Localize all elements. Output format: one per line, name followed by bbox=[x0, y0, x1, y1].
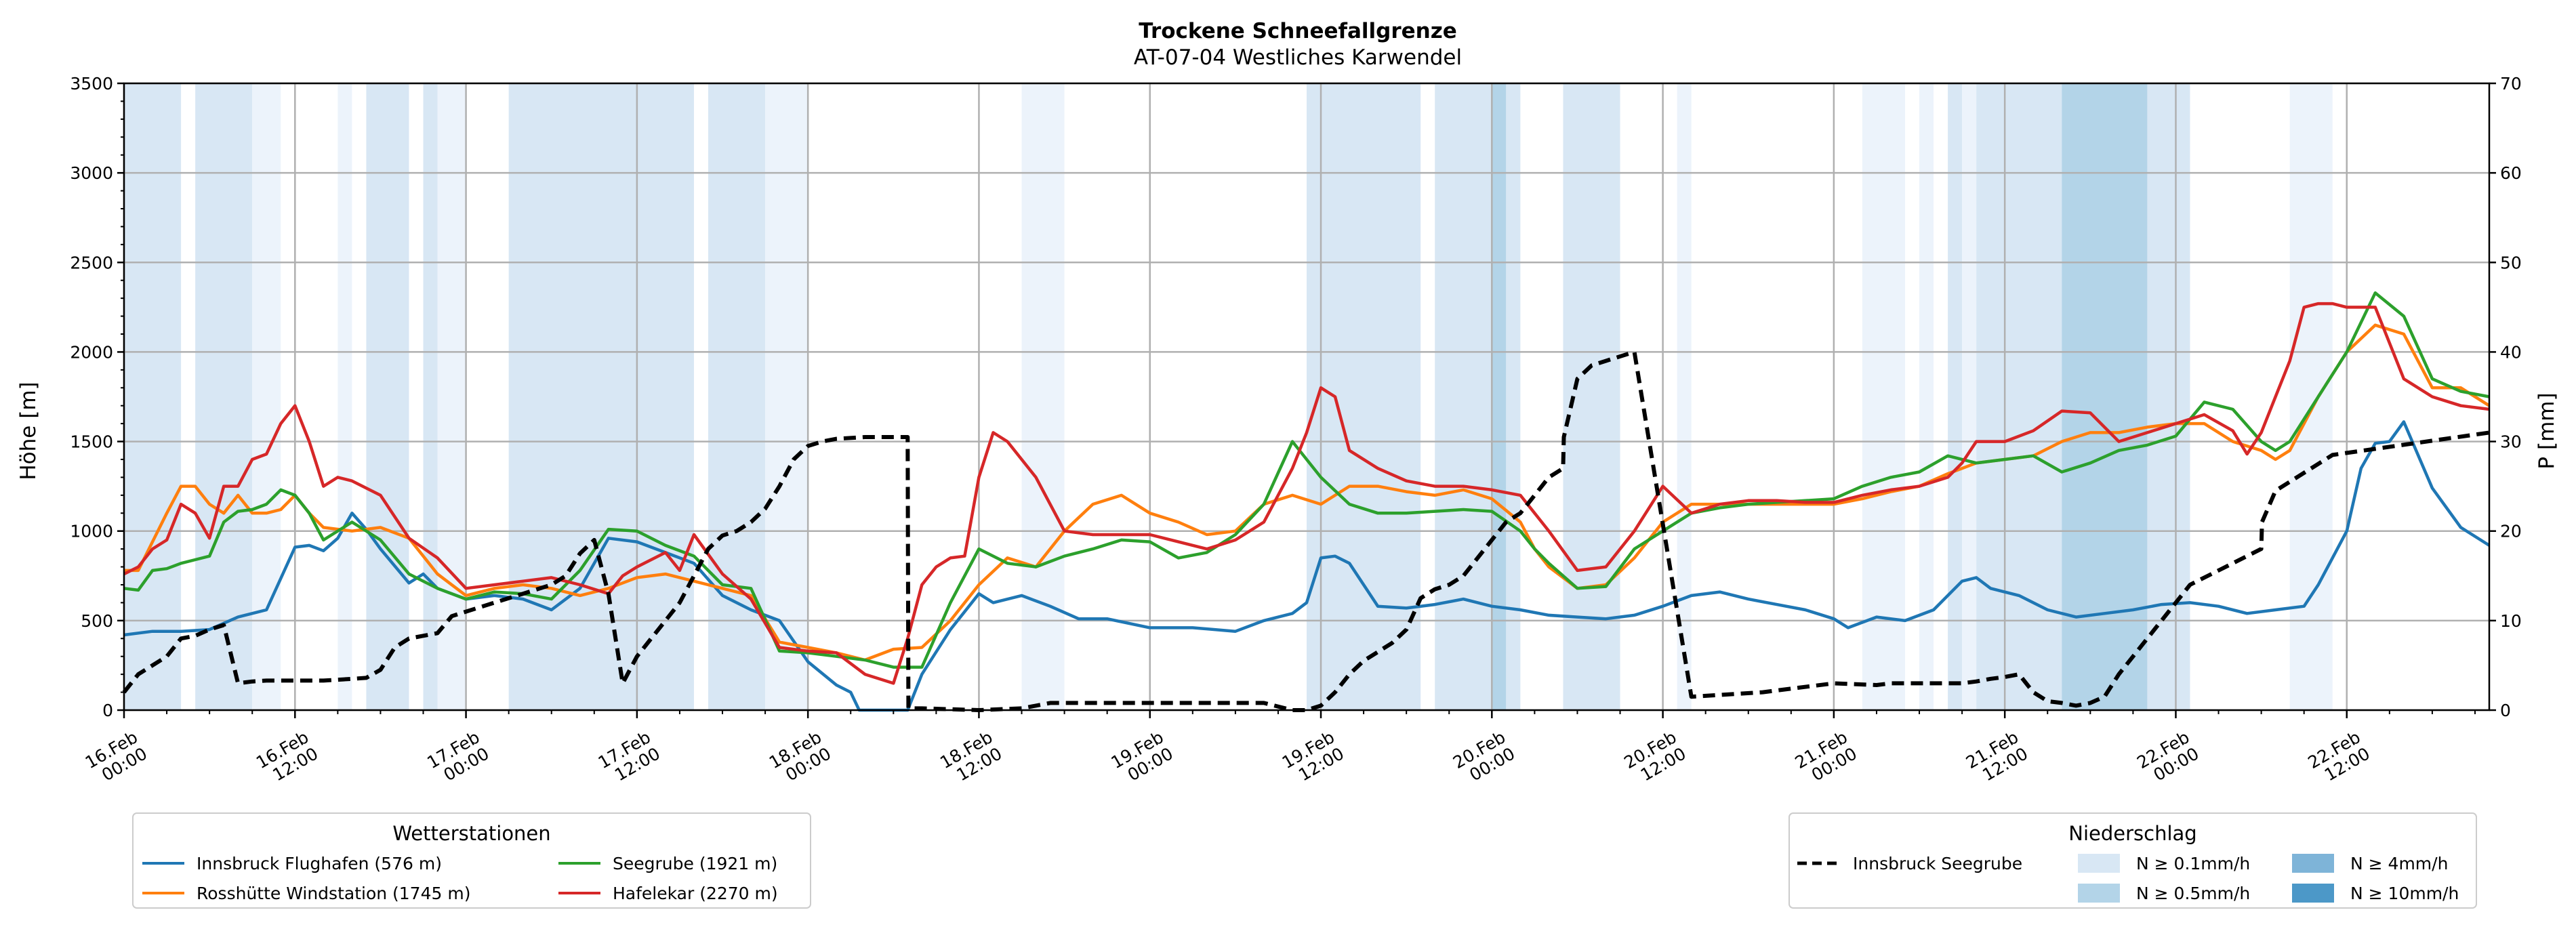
precip-band-3 bbox=[338, 83, 352, 710]
legend-stations: Wetterstationen Innsbruck Flughafen (576… bbox=[132, 812, 811, 909]
x-tick-label-11: 21.Feb12:00 bbox=[1963, 727, 2031, 789]
precip-band-23 bbox=[2147, 83, 2190, 710]
precip-band-4 bbox=[366, 83, 409, 710]
precip-band-24 bbox=[2289, 83, 2333, 710]
precip-band-22 bbox=[2062, 83, 2148, 710]
x-tick-label-9: 20.Feb12:00 bbox=[1620, 727, 1689, 789]
x-tick-label-1: 16.Feb12:00 bbox=[253, 727, 321, 789]
legend-entry-n-10: N ≥ 10mm/h bbox=[2350, 884, 2459, 903]
y-tick-label-right-0: 0 bbox=[2500, 701, 2511, 720]
y-tick-label-right-4: 40 bbox=[2500, 342, 2522, 362]
x-tick-label-12: 22.Feb00:00 bbox=[2133, 727, 2202, 789]
y-tick-label-left-7: 3500 bbox=[70, 74, 113, 94]
x-tick-label-8: 20.Feb00:00 bbox=[1450, 727, 1518, 789]
legend-precipitation: Niederschlag Innsbruck Seegrube N ≥ 0.1m… bbox=[1788, 812, 2477, 909]
x-tick-label-10: 21.Feb00:00 bbox=[1792, 727, 1860, 789]
x-tick-label-7: 19.Feb12:00 bbox=[1279, 727, 1347, 789]
legend-entry-innsbruck-flughafen: Innsbruck Flughafen (576 m) bbox=[197, 854, 442, 873]
y-axis-label-right: P [mm] bbox=[2535, 392, 2559, 469]
y-tick-label-right-7: 70 bbox=[2500, 74, 2522, 94]
chart-title: Trockene Schneefallgrenze bbox=[1139, 19, 1457, 43]
legend-entry-innsbruck-seegrube: Innsbruck Seegrube bbox=[1853, 854, 2022, 873]
precip-band-16 bbox=[1677, 83, 1692, 710]
legend-swatch-10 bbox=[2292, 884, 2334, 903]
y-tick-label-right-1: 10 bbox=[2500, 611, 2522, 631]
y-tick-label-left-4: 2000 bbox=[70, 342, 113, 362]
x-tick-label-6: 19.Feb00:00 bbox=[1107, 727, 1176, 789]
legend-entry-n-4: N ≥ 4mm/h bbox=[2350, 854, 2448, 873]
precip-band-18 bbox=[1919, 83, 1934, 710]
y-tick-label-left-1: 500 bbox=[81, 611, 113, 631]
y-tick-label-right-2: 20 bbox=[2500, 522, 2522, 541]
x-tick-label-13: 22.Feb12:00 bbox=[2304, 727, 2373, 789]
x-tick-label-4: 18.Feb00:00 bbox=[766, 727, 834, 789]
precip-series-line bbox=[122, 350, 2490, 712]
precip-band-12 bbox=[1435, 83, 1492, 710]
precipitation-bands bbox=[124, 83, 2333, 710]
x-tick-label-5: 18.Feb12:00 bbox=[937, 727, 1005, 789]
legend-entry-n-0-5: N ≥ 0.5mm/h bbox=[2136, 884, 2250, 903]
precip-band-8 bbox=[708, 83, 766, 710]
precip-band-14 bbox=[1506, 83, 1521, 710]
chart-subtitle: AT-07-04 Westliches Karwendel bbox=[1134, 45, 1462, 70]
precip-band-6 bbox=[437, 83, 466, 710]
series-line-2 bbox=[123, 291, 2490, 669]
legend-swatch-0-1 bbox=[2078, 854, 2120, 873]
precip-band-0 bbox=[124, 83, 182, 710]
legend-stations-title: Wetterstationen bbox=[392, 822, 550, 845]
precip-band-9 bbox=[765, 83, 809, 710]
precip-band-10 bbox=[1021, 83, 1065, 710]
precip-band-1 bbox=[195, 83, 253, 710]
y-tick-label-left-3: 1500 bbox=[70, 432, 113, 452]
x-tick-label-2: 17.Feb00:00 bbox=[424, 727, 492, 789]
y-tick-label-left-6: 3000 bbox=[70, 163, 113, 183]
precip-band-2 bbox=[252, 83, 281, 710]
series-layer bbox=[122, 291, 2491, 712]
legend-entry-hafelekar: Hafelekar (2270 m) bbox=[613, 884, 778, 903]
precip-band-7 bbox=[508, 83, 694, 710]
precip-band-17 bbox=[1862, 83, 1906, 710]
legend-swatch-4 bbox=[2292, 854, 2334, 873]
y-axis-label-left: Höhe [m] bbox=[16, 381, 41, 480]
x-tick-label-0: 16.Feb00:00 bbox=[82, 727, 150, 789]
plot-frame bbox=[123, 82, 2491, 711]
legend-entry-n-0-1: N ≥ 0.1mm/h bbox=[2136, 854, 2250, 873]
legend-precipitation-title: Niederschlag bbox=[2068, 822, 2196, 845]
precip-band-19 bbox=[1948, 83, 1963, 710]
x-tick-label-3: 17.Feb12:00 bbox=[595, 727, 663, 789]
legend-entry-rosshuette: Rosshütte Windstation (1745 m) bbox=[197, 884, 470, 903]
y-tick-label-left-2: 1000 bbox=[70, 522, 113, 541]
y-tick-label-left-5: 2500 bbox=[70, 253, 113, 272]
precip-band-13 bbox=[1492, 83, 1507, 710]
series-line-3 bbox=[123, 302, 2490, 685]
legend-entry-seegrube: Seegrube (1921 m) bbox=[613, 854, 777, 873]
precip-band-11 bbox=[1307, 83, 1421, 710]
y-tick-label-right-6: 60 bbox=[2500, 163, 2522, 183]
precip-band-21 bbox=[1976, 83, 2062, 710]
y-tick-label-right-3: 30 bbox=[2500, 432, 2522, 452]
precip-band-5 bbox=[423, 83, 438, 710]
y-tick-label-left-0: 0 bbox=[102, 701, 113, 720]
precip-band-20 bbox=[1962, 83, 1977, 710]
y-tick-label-right-5: 50 bbox=[2500, 253, 2522, 272]
legend-swatch-0-5 bbox=[2078, 884, 2120, 903]
